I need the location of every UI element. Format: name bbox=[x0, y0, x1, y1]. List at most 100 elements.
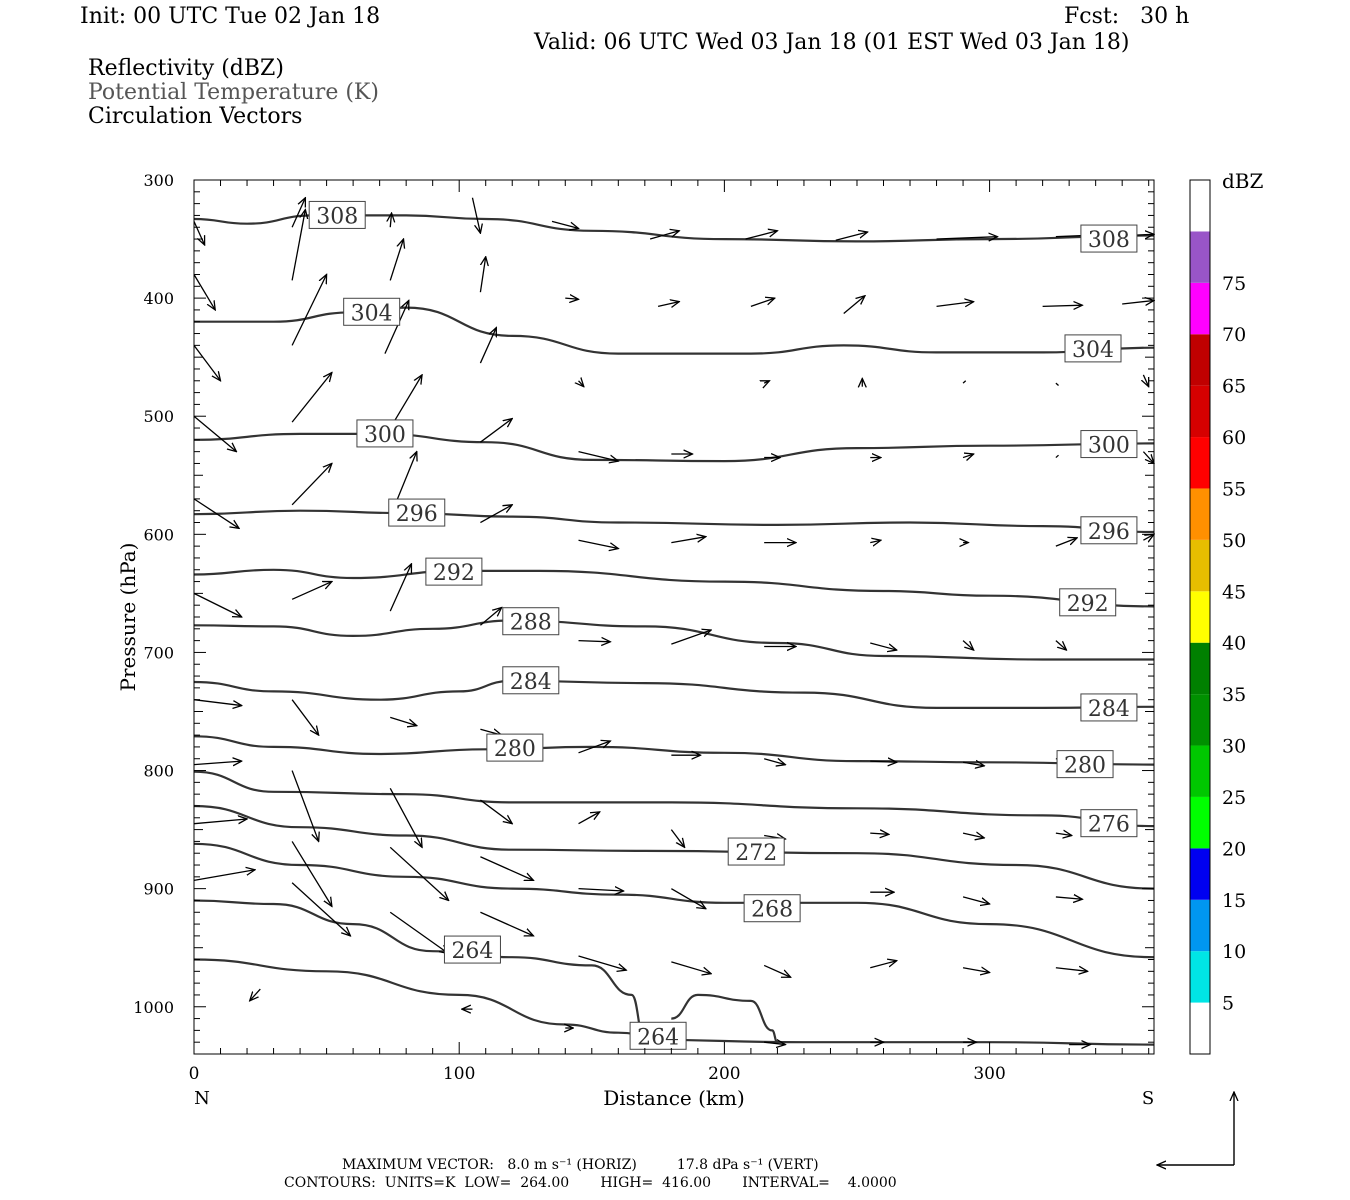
x-tick-label: 200 bbox=[708, 1064, 740, 1084]
forecast-hour: Fcst: 30 h bbox=[1064, 4, 1190, 29]
circulation-vector bbox=[193, 274, 215, 309]
contour-label: 304 bbox=[1072, 338, 1114, 363]
y-tick-label: 500 bbox=[143, 407, 174, 426]
colorbar-level-label: 65 bbox=[1222, 376, 1246, 398]
circulation-vector bbox=[389, 787, 422, 847]
y-tick-label: 1000 bbox=[133, 998, 174, 1017]
colorbar-swatch bbox=[1190, 385, 1210, 438]
circulation-vector bbox=[578, 889, 624, 891]
circulation-vector bbox=[250, 988, 261, 1001]
contour-line-296 bbox=[193, 509, 1155, 534]
contour-label-box bbox=[425, 557, 483, 586]
colorbar-swatch bbox=[1190, 642, 1210, 695]
contour-label: 296 bbox=[1088, 520, 1130, 545]
colorbar-level-label: 40 bbox=[1222, 633, 1246, 655]
circulation-vector bbox=[763, 759, 785, 765]
circulation-vector bbox=[193, 592, 242, 617]
colorbar-swatch bbox=[1190, 488, 1210, 540]
circulation-vector bbox=[578, 451, 619, 461]
circulation-vector bbox=[1055, 640, 1067, 650]
circulation-vector bbox=[763, 964, 791, 977]
field-circulation-vectors: Circulation Vectors bbox=[88, 104, 303, 129]
circulation-vector bbox=[479, 328, 496, 364]
x-tick-label: 300 bbox=[973, 1064, 1005, 1084]
circulation-vector bbox=[479, 257, 485, 293]
contour-label: 284 bbox=[1088, 697, 1130, 722]
contour-label-box bbox=[1080, 516, 1138, 545]
circulation-vector bbox=[565, 298, 578, 299]
circulation-vector bbox=[291, 274, 326, 346]
circulation-vector bbox=[1143, 534, 1154, 540]
circulation-vector bbox=[578, 955, 627, 970]
circulation-vector bbox=[1055, 968, 1088, 972]
contour-label: 264 bbox=[637, 1025, 679, 1050]
circulation-vector bbox=[291, 882, 350, 936]
colorbar-level-label: 5 bbox=[1222, 993, 1234, 1015]
y-tick-label: 600 bbox=[143, 525, 174, 544]
circulation-vector bbox=[480, 419, 512, 443]
colorbar-level-label: 45 bbox=[1222, 581, 1246, 603]
vector-group bbox=[193, 198, 1154, 1045]
contour-line-300 bbox=[193, 432, 1155, 463]
circulation-vector bbox=[291, 373, 332, 423]
circulation-vector bbox=[962, 640, 974, 650]
contour-label-box bbox=[743, 894, 801, 923]
contour-line-264 bbox=[671, 993, 778, 1044]
y-axis-title: Pressure (hPa) bbox=[116, 543, 140, 692]
contour-label: 292 bbox=[1067, 592, 1109, 617]
circulation-vector bbox=[193, 761, 242, 765]
circulation-vector bbox=[389, 846, 448, 900]
circulation-vector bbox=[962, 833, 984, 838]
contour-line-280 bbox=[193, 735, 1155, 766]
circulation-vector bbox=[1055, 538, 1077, 547]
field-reflectivity: Reflectivity (dBZ) bbox=[88, 56, 284, 81]
colorbar-swatch bbox=[1190, 180, 1210, 232]
circulation-vector bbox=[936, 302, 974, 307]
circulation-vector bbox=[649, 231, 679, 240]
contour-label-box bbox=[388, 498, 446, 527]
circulation-vector bbox=[193, 870, 255, 882]
circulation-vector bbox=[480, 911, 533, 936]
x-end-label-right: S bbox=[1142, 1088, 1154, 1109]
circulation-vector bbox=[750, 298, 775, 307]
circulation-vector bbox=[657, 302, 679, 307]
circulation-vector bbox=[1055, 897, 1083, 899]
colorbar-level-label: 25 bbox=[1222, 787, 1246, 809]
contour-line-260 bbox=[193, 958, 659, 1038]
circulation-vector bbox=[843, 296, 865, 314]
circulation-vector bbox=[389, 564, 411, 612]
contour-label-box bbox=[502, 666, 560, 695]
circulation-vector bbox=[671, 630, 711, 645]
circulation-vector bbox=[291, 770, 319, 842]
circulation-vector bbox=[291, 582, 332, 600]
circulation-vector bbox=[291, 841, 332, 906]
contour-label: 284 bbox=[510, 670, 552, 695]
contour-line-272 bbox=[193, 804, 1155, 890]
colorbar-frame bbox=[1189, 179, 1211, 1055]
contour-label: 268 bbox=[751, 898, 793, 923]
contour-label-box bbox=[727, 837, 785, 866]
colorbar-level-label: 55 bbox=[1222, 478, 1246, 500]
colorbar-unit: dBZ bbox=[1222, 169, 1264, 193]
circulation-vector bbox=[578, 741, 611, 754]
contour-label-box bbox=[1059, 588, 1117, 617]
circulation-vector bbox=[671, 888, 705, 909]
y-tick-label: 800 bbox=[143, 762, 174, 781]
circulation-vector bbox=[870, 961, 897, 969]
circulation-vector bbox=[578, 539, 619, 548]
circulation-vector bbox=[389, 239, 403, 281]
colorbar-swatch bbox=[1190, 796, 1210, 849]
contour-label-box bbox=[1080, 693, 1138, 722]
circulation-vector bbox=[193, 221, 205, 245]
circulation-vector bbox=[384, 300, 409, 354]
contour-label: 272 bbox=[735, 841, 777, 866]
contour-label: 288 bbox=[510, 611, 552, 636]
circulation-vector bbox=[870, 540, 881, 542]
contour-label-box bbox=[1056, 750, 1114, 779]
x-tick-label: 100 bbox=[443, 1064, 475, 1084]
circulation-vector bbox=[480, 799, 512, 824]
x-end-label-left: N bbox=[194, 1088, 210, 1109]
circulation-vector bbox=[1142, 451, 1154, 464]
circulation-vector bbox=[764, 1042, 785, 1044]
contour-label: 280 bbox=[1064, 754, 1106, 779]
